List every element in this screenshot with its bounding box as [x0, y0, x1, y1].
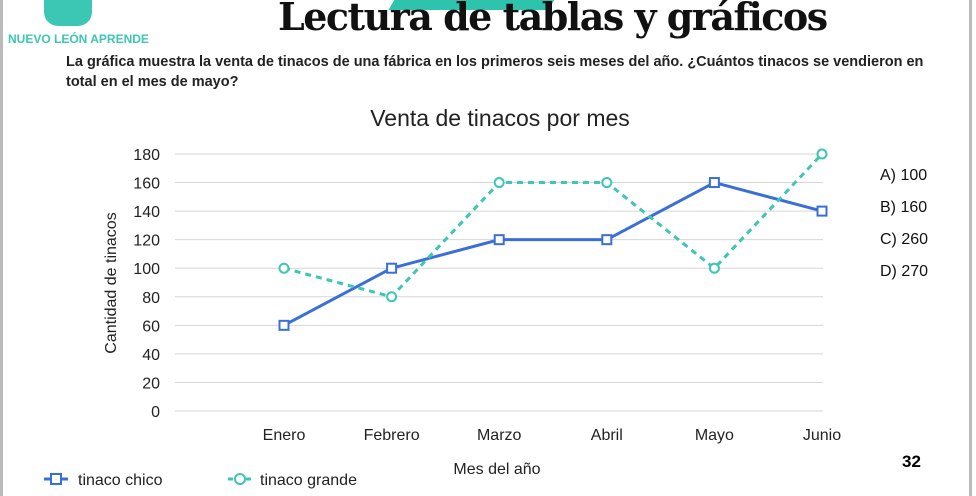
x-tick-label: Mayo: [695, 427, 734, 444]
legend-square-marker-icon: [50, 473, 62, 485]
y-tick-label: 160: [133, 176, 160, 193]
y-tick-label: 120: [133, 233, 160, 250]
brand-name: NUEVO LEÓN APRENDE: [8, 32, 149, 46]
y-axis-label: Cantidad de tinacos: [103, 212, 120, 353]
data-point-chico: [816, 205, 828, 217]
x-tick-label: Marzo: [477, 427, 522, 444]
legend-label-chico: tinaco chico: [78, 472, 163, 489]
legend: tinaco chico tinaco grande: [44, 472, 357, 489]
x-tick-label: Abril: [591, 427, 623, 444]
y-tick-label: 20: [142, 375, 160, 392]
legend-circle-marker-icon: [234, 473, 246, 485]
logo-shield-icon: [44, 0, 92, 26]
data-point-grande: [278, 262, 290, 274]
x-tick-label: Junio: [803, 427, 841, 444]
x-tick-label: Febrero: [364, 427, 420, 444]
answer-c[interactable]: C) 260: [880, 231, 929, 248]
answer-d[interactable]: D) 270: [880, 263, 929, 280]
data-point-grande: [816, 148, 828, 160]
series-line-grande: [283, 152, 824, 299]
data-point-chico: [493, 234, 505, 246]
data-point-grande: [601, 177, 613, 189]
page-title: Lectura de tablas y gráficos: [278, 0, 828, 39]
y-tick-label: 80: [142, 290, 160, 307]
data-point-grande: [386, 291, 398, 303]
answer-b[interactable]: B) 160: [880, 199, 928, 216]
data-point-chico: [278, 319, 290, 331]
answer-a[interactable]: A) 100: [880, 167, 928, 184]
data-point-chico: [601, 234, 613, 246]
question-text: La gráfica muestra la venta de tinacos d…: [66, 54, 924, 90]
series-line-chico: [283, 180, 823, 327]
page-edge-right: [969, 0, 972, 496]
y-tick-label: 0: [151, 404, 160, 421]
y-tick-label: 60: [142, 318, 160, 335]
x-tick-label: Enero: [263, 427, 306, 444]
legend-label-grande: tinaco grande: [260, 472, 357, 489]
data-point-grande: [493, 177, 505, 189]
chart-title: Venta de tinacos por mes: [370, 105, 630, 131]
data-point-chico: [708, 177, 720, 189]
data-point-grande: [708, 262, 720, 274]
y-tick-label: 140: [133, 204, 160, 221]
page-number: 32: [902, 452, 921, 471]
x-axis-label: Mes del año: [453, 461, 540, 478]
page-edge-left: [0, 0, 3, 496]
y-tick-label: 40: [142, 347, 160, 364]
y-tick-label: 100: [133, 261, 160, 278]
answer-options: A) 100 B) 160 C) 260 D) 270: [880, 167, 928, 295]
data-point-chico: [386, 262, 398, 274]
y-tick-label: 180: [133, 147, 160, 164]
